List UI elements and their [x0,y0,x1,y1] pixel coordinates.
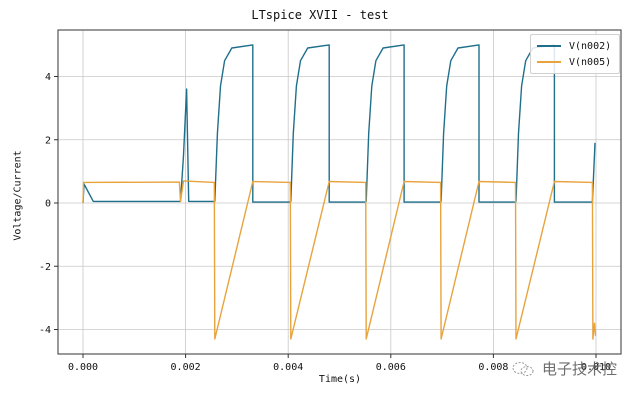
legend-swatch-v-n005 [537,61,561,63]
y-tick-label: -2 [39,262,51,273]
x-tick-label: 0.004 [273,362,303,373]
series-line-0 [82,44,596,204]
x-tick-label: 0.010 [581,362,611,373]
legend-item-v-n002: V(n002) [537,39,611,53]
y-tick-label: 0 [45,199,51,210]
watermark-text: 电子技术控 [542,360,618,378]
x-tick-label: 0.006 [376,362,406,373]
y-tick-label: -4 [39,325,51,336]
x-tick-label: 0.002 [171,362,201,373]
legend-item-v-n005: V(n005) [537,55,611,69]
x-axis-label: Time(s) [318,374,362,385]
y-tick-label: 4 [45,72,51,83]
watermark: 电子技术控 [512,358,617,379]
axes-frame [57,29,622,355]
series-line-1 [82,180,597,340]
wechat-icon [512,361,534,376]
legend-swatch-v-n002 [537,45,561,47]
chart-title: LTspice XVII - test [251,8,389,22]
x-tick-label: 0.000 [68,362,98,373]
y-axis-label: Voltage/Current [12,150,24,241]
legend: V(n002) V(n005) [530,34,620,74]
legend-label: V(n005) [569,56,612,68]
x-tick-label: 0.008 [478,362,508,373]
y-tick-label: 2 [45,135,51,146]
legend-label: V(n002) [569,40,612,52]
